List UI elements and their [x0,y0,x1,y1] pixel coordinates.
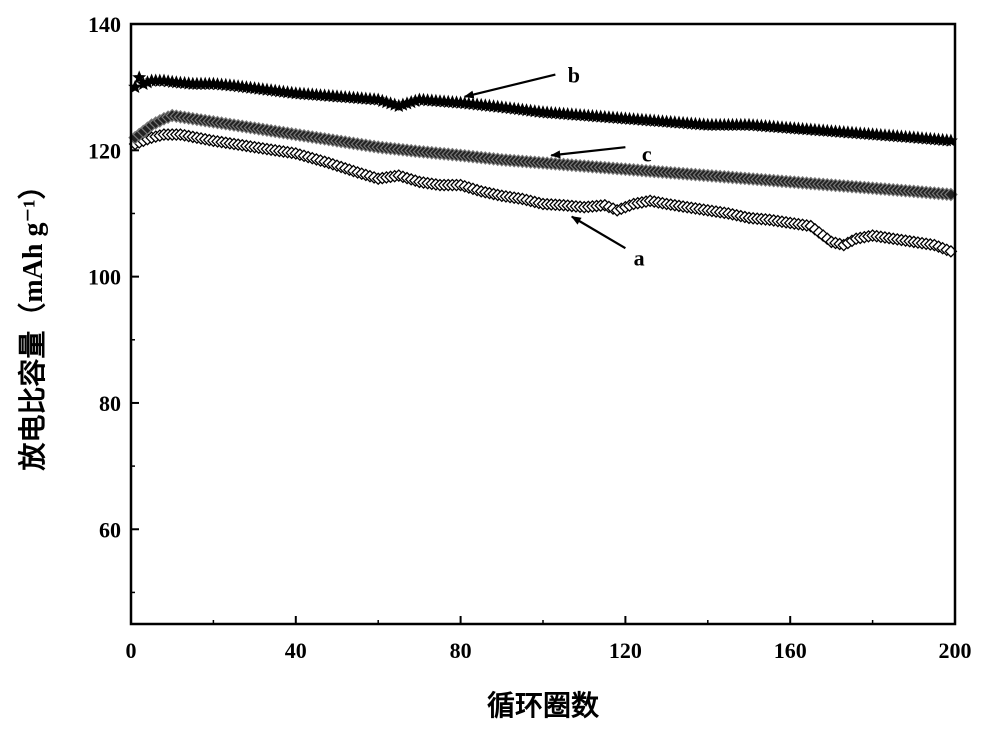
annotation-label: b [568,63,580,88]
series-b [128,70,958,147]
x-tick-label: 80 [450,638,472,663]
annotation-arrow [570,215,626,250]
x-tick-label: 0 [126,638,137,663]
series-a [128,128,958,258]
data-point [132,70,147,84]
y-tick-label: 120 [88,138,121,163]
annotation-arrow [463,73,556,99]
y-tick-label: 100 [88,265,121,290]
x-tick-label: 40 [285,638,307,663]
series-c [128,108,958,202]
annotation-c: c [550,141,652,166]
marks-layer: a b c [128,63,958,271]
y-tick-label: 80 [99,391,121,416]
annotation-a: a [570,215,645,271]
x-tick-label: 160 [774,638,807,663]
x-axis-title: 循环圈数 [487,690,600,722]
x-tick-label: 200 [939,638,972,663]
x-tick-label: 120 [609,638,642,663]
y-tick-label: 60 [99,517,121,542]
annotation-arrow [550,146,626,159]
annotation-b: b [463,63,580,99]
y-axis-title: 放电比容量（mAh g⁻¹） [16,171,49,471]
ticks-layer: 0 40 80 120 160 200 60 80 100 120 140 [88,12,972,663]
annotation-label: c [642,141,652,166]
annotation-label: a [634,246,645,271]
y-tick-label: 140 [88,12,121,37]
